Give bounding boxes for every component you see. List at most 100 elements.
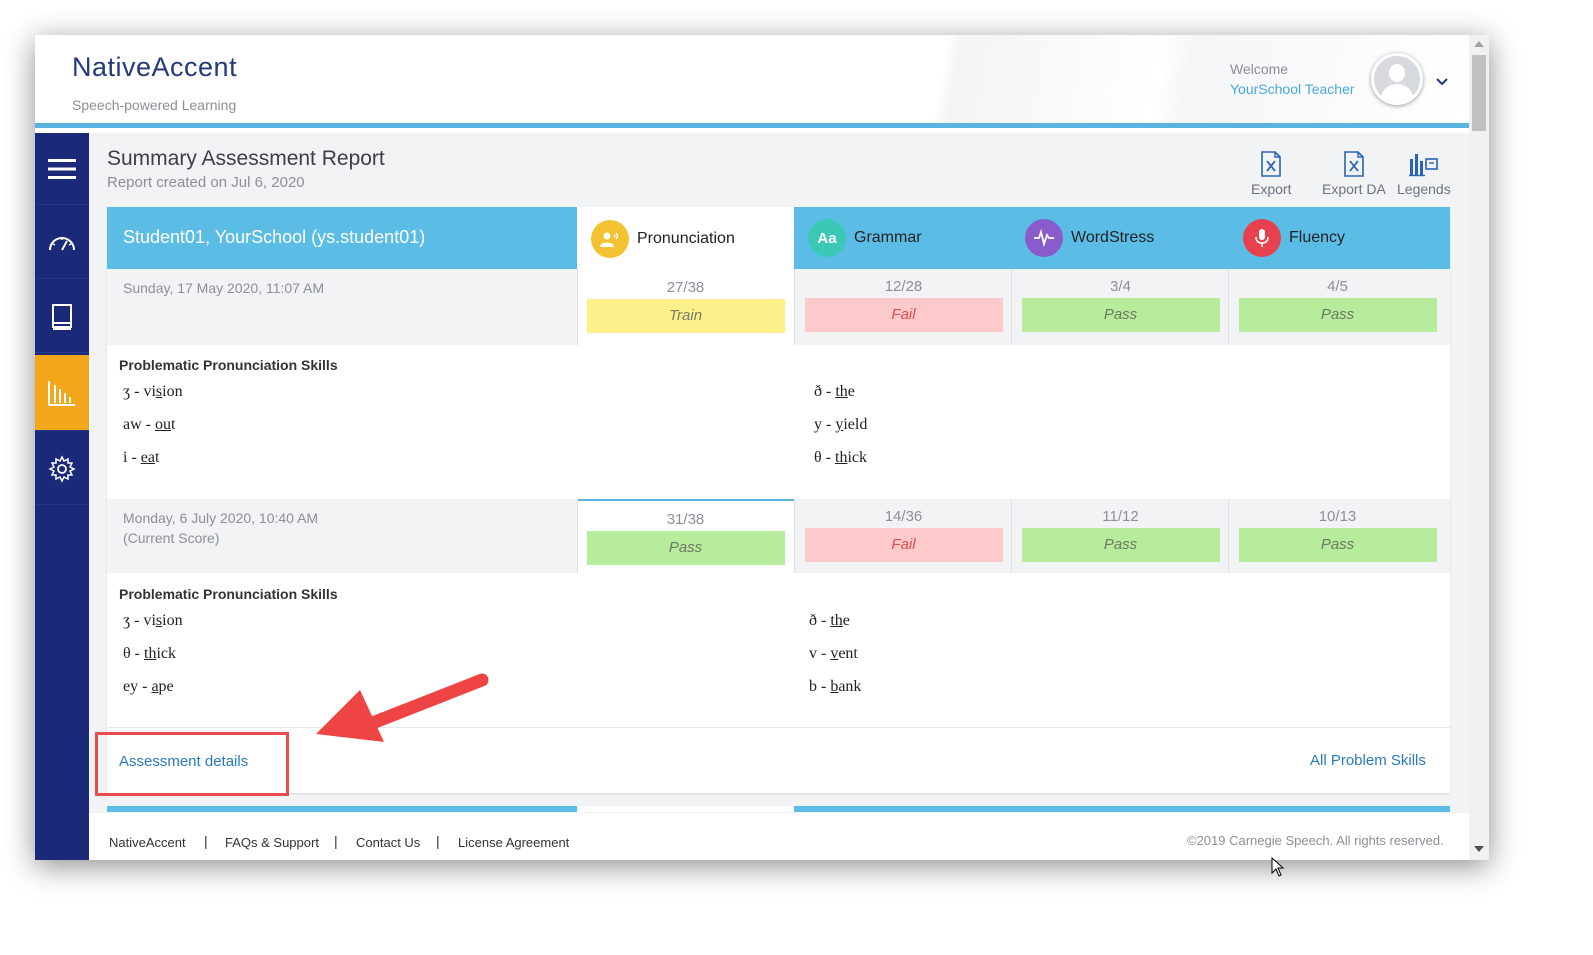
gear-icon: [48, 454, 76, 483]
status-badge: Pass: [1021, 298, 1220, 332]
status-badge: Pass: [1021, 528, 1220, 562]
score-value: 4/5: [1327, 278, 1348, 295]
user-name[interactable]: YourSchool Teacher: [1230, 81, 1355, 97]
student-header: Student01, YourSchool (ys.student01) Pro…: [107, 207, 1450, 271]
score-grammar: 12/28 Fail: [795, 269, 1012, 345]
export-da-label: Export DA: [1322, 181, 1386, 197]
skill-item: θ - thick: [123, 645, 176, 662]
export-label: Export: [1251, 181, 1292, 197]
assessment-row: Monday, 6 July 2020, 10:40 AM (Current S…: [107, 499, 1450, 573]
score-pronunciation: 31/38 Pass: [577, 499, 794, 573]
tab-label: Fluency: [1289, 229, 1346, 246]
status-badge: Train: [586, 299, 785, 333]
tab-label: Pronunciation: [637, 230, 735, 247]
score-value: 27/38: [666, 279, 705, 296]
status-badge: Fail: [804, 528, 1003, 562]
assessment-date: Sunday, 17 May 2020, 11:07 AM: [123, 280, 325, 296]
skill-item: i - eat: [123, 449, 160, 466]
skills-title: Problematic Pronunciation Skills: [119, 357, 338, 373]
vertical-scrollbar[interactable]: [1469, 35, 1489, 860]
assessment-details-link[interactable]: Assessment details: [119, 753, 249, 770]
assessment-row: Sunday, 17 May 2020, 11:07 AM 27/38 Trai…: [107, 269, 1450, 345]
tab-label: WordStress: [1071, 229, 1155, 246]
page-title: Summary Assessment Report: [107, 147, 385, 170]
top-header: NativeAccent Speech-powered Learning Wel…: [35, 35, 1469, 128]
dashboard-gauge-icon: [49, 236, 75, 250]
footer-separator: |: [204, 833, 208, 849]
menu-icon: [48, 158, 76, 179]
sidebar: [35, 133, 89, 860]
skill-item: b - bank: [809, 678, 862, 695]
next-report-card-edge: [107, 806, 1450, 812]
book-icon: [52, 303, 72, 330]
skill-item: ð - the: [814, 383, 855, 400]
sidebar-item-dashboard[interactable]: [35, 207, 89, 279]
grammar-aa-icon: Aa: [808, 219, 846, 257]
report-date: Report created on Jul 6, 2020: [107, 174, 305, 191]
score-grammar: 14/36 Fail: [795, 499, 1012, 573]
score-value: 12/28: [884, 278, 923, 295]
tab-fluency[interactable]: Fluency: [1243, 207, 1450, 269]
legends-button[interactable]: Legends: [1397, 151, 1451, 197]
status-badge: Pass: [1238, 298, 1437, 332]
tab-wordstress[interactable]: WordStress: [1025, 207, 1242, 269]
sidebar-menu-toggle[interactable]: [35, 133, 89, 205]
microphone-icon: [1243, 219, 1281, 257]
waveform-icon: [1025, 219, 1063, 257]
brand-tagline: Speech-powered Learning: [72, 97, 237, 113]
brand-logo[interactable]: NativeAccent: [72, 52, 238, 82]
footer-link-license[interactable]: License Agreement: [458, 835, 570, 850]
sidebar-item-settings[interactable]: [35, 433, 89, 505]
footer-link-nativeaccent[interactable]: NativeAccent: [109, 835, 186, 850]
footer-link-faqs[interactable]: FAQs & Support: [225, 835, 319, 850]
footer-separator: |: [334, 833, 338, 849]
scroll-down-arrow[interactable]: [1474, 846, 1484, 852]
student-name: Student01, YourSchool (ys.student01): [123, 227, 426, 247]
sidebar-item-courses[interactable]: [35, 281, 89, 353]
mouse-cursor-icon: [1271, 857, 1285, 877]
score-pronunciation: 27/38 Train: [577, 269, 794, 345]
footer: NativeAccent | FAQs & Support | Contact …: [89, 813, 1469, 860]
score-fluency: 10/13 Pass: [1229, 499, 1446, 573]
skills-title: Problematic Pronunciation Skills: [119, 586, 338, 602]
current-score-note: (Current Score): [123, 530, 220, 546]
score-value: 11/12: [1102, 508, 1139, 525]
sidebar-item-reports[interactable]: [35, 355, 89, 431]
excel-file-icon: [1344, 151, 1364, 177]
score-wordstress: 11/12 Pass: [1012, 499, 1229, 573]
excel-file-icon: [1261, 151, 1282, 177]
score-value: 31/38: [666, 511, 705, 528]
footer-separator: |: [436, 833, 440, 849]
score-fluency: 4/5 Pass: [1229, 269, 1446, 345]
tab-grammar[interactable]: Aa Grammar: [808, 207, 1025, 269]
status-badge: Pass: [586, 531, 785, 565]
avatar[interactable]: [1371, 53, 1423, 105]
copyright-text: ©2019 Carnegie Speech. All rights reserv…: [1187, 833, 1444, 848]
score-value: 14/36: [884, 508, 923, 525]
skill-item: v - vent: [809, 645, 858, 662]
export-da-button[interactable]: Export DA: [1322, 151, 1386, 197]
score-wordstress: 3/4 Pass: [1012, 269, 1229, 345]
footer-link-contact[interactable]: Contact Us: [356, 835, 421, 850]
bar-chart-icon: [48, 380, 75, 406]
skill-item: ey - ape: [123, 678, 174, 695]
skill-item: y - yield: [814, 416, 868, 433]
tab-pronunciation[interactable]: Pronunciation: [577, 207, 794, 271]
all-problem-skills-link[interactable]: All Problem Skills: [1310, 752, 1426, 769]
skill-item: aw - out: [123, 416, 176, 433]
student-report-card: Student01, YourSchool (ys.student01) Pro…: [107, 207, 1450, 793]
scroll-thumb[interactable]: [1472, 55, 1486, 131]
scroll-up-arrow[interactable]: [1474, 41, 1484, 47]
status-badge: Fail: [804, 298, 1003, 332]
chevron-down-icon[interactable]: [1435, 75, 1449, 89]
skill-item: ʒ - vision: [123, 612, 183, 629]
score-value: 3/4: [1110, 278, 1131, 295]
skill-item: ʒ - vision: [123, 383, 183, 400]
score-value: 10/13: [1318, 508, 1357, 525]
tab-label: Grammar: [854, 229, 922, 246]
annotation-highlight-box: [95, 732, 289, 796]
export-button[interactable]: Export: [1251, 151, 1291, 197]
skill-item: θ - thick: [814, 449, 867, 466]
welcome-label: Welcome: [1230, 61, 1289, 77]
assessment-date: Monday, 6 July 2020, 10:40 AM: [123, 510, 319, 526]
